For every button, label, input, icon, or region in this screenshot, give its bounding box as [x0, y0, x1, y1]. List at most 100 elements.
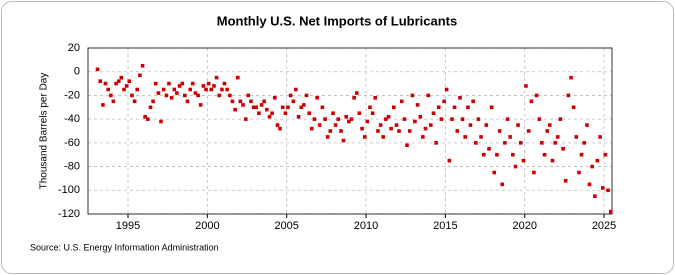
point — [590, 164, 594, 169]
point — [267, 114, 272, 119]
point — [579, 152, 584, 157]
point — [526, 129, 531, 133]
point — [355, 91, 359, 95]
point — [458, 96, 462, 100]
point — [545, 129, 550, 133]
point — [196, 93, 200, 98]
point — [307, 111, 312, 116]
x-tick-label: 2000 — [195, 220, 219, 232]
point — [302, 103, 306, 107]
point — [481, 152, 486, 157]
point — [278, 126, 282, 131]
point — [320, 105, 325, 110]
point — [598, 135, 602, 139]
y-tick-label: -120 — [58, 208, 80, 220]
point — [280, 105, 285, 110]
point — [109, 93, 113, 98]
point — [516, 123, 520, 127]
point — [127, 79, 132, 83]
point — [159, 119, 163, 124]
point — [444, 87, 449, 92]
point — [455, 129, 460, 133]
point — [212, 84, 216, 88]
x-tick-label: 1995 — [116, 220, 140, 232]
point — [360, 126, 364, 131]
point — [402, 117, 407, 121]
point — [148, 105, 153, 110]
point — [283, 111, 288, 116]
point — [450, 117, 454, 121]
point — [169, 96, 174, 100]
point — [503, 141, 507, 145]
point — [325, 135, 330, 139]
point — [135, 87, 139, 92]
point — [164, 93, 169, 98]
point — [452, 105, 457, 110]
point — [206, 81, 211, 86]
point — [460, 117, 465, 121]
point — [304, 93, 309, 98]
point — [95, 67, 100, 72]
point — [566, 93, 571, 98]
point — [585, 123, 589, 127]
point — [357, 111, 362, 116]
point — [217, 93, 222, 98]
plot-background — [88, 48, 612, 214]
y-tick-label: -80 — [64, 160, 80, 172]
point — [511, 152, 515, 157]
point — [344, 114, 348, 119]
point — [233, 107, 237, 112]
point — [296, 114, 301, 119]
point — [413, 119, 417, 124]
point — [349, 117, 354, 121]
point — [299, 105, 304, 110]
point — [153, 81, 158, 86]
point — [381, 135, 385, 139]
point — [606, 188, 610, 193]
point — [608, 209, 613, 214]
point — [431, 111, 436, 116]
point — [550, 158, 555, 163]
point — [407, 129, 412, 133]
point — [124, 84, 129, 88]
point — [434, 141, 438, 145]
point — [513, 164, 518, 169]
point — [122, 87, 126, 92]
x-tick-label: 2015 — [433, 220, 457, 232]
point — [571, 105, 576, 110]
point — [505, 117, 510, 121]
point — [394, 123, 399, 127]
point — [436, 105, 441, 110]
point — [534, 93, 539, 98]
point — [370, 111, 375, 116]
point — [220, 87, 224, 92]
point — [172, 87, 177, 92]
point — [479, 135, 483, 139]
x-tick-label: 2025 — [592, 220, 616, 232]
point — [262, 99, 266, 104]
point — [183, 93, 187, 98]
point — [574, 135, 579, 139]
point — [111, 99, 116, 104]
point — [489, 105, 494, 110]
point — [368, 105, 372, 110]
point — [492, 170, 497, 175]
point — [563, 179, 568, 183]
point — [603, 152, 608, 157]
point — [243, 117, 248, 121]
point — [399, 99, 404, 104]
point — [333, 123, 338, 127]
point — [582, 141, 587, 145]
point — [339, 129, 343, 133]
point — [569, 75, 573, 80]
point — [577, 170, 581, 175]
point — [185, 99, 190, 104]
point — [447, 158, 452, 163]
point — [518, 141, 523, 145]
point — [317, 123, 322, 127]
point — [167, 81, 171, 86]
point — [587, 182, 592, 187]
point — [547, 123, 552, 127]
point — [540, 141, 544, 145]
